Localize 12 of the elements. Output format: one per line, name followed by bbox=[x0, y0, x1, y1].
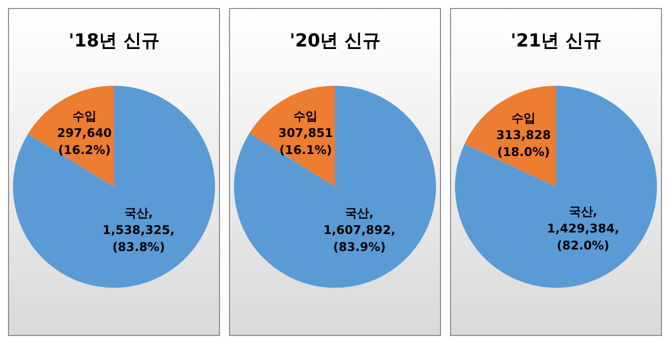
slice-label: 국산, 1,538,325, (83.8%) bbox=[102, 206, 175, 254]
data-label: 313,828 (18.0%) bbox=[496, 128, 551, 159]
slice-label: 국산, 1,607,892, (83.9%) bbox=[323, 206, 396, 254]
chart-title: '21년 신규 bbox=[510, 30, 602, 52]
slice-label: 수입 bbox=[294, 108, 318, 123]
data-label: 297,640 (16.2%) bbox=[57, 126, 112, 158]
slice-label: 수입 bbox=[72, 109, 96, 124]
chart-title: '20년 신규 bbox=[290, 30, 380, 52]
chart-title: '18년 신규 bbox=[68, 30, 160, 52]
data-label: 307,851 (16.1%) bbox=[278, 126, 334, 157]
slice-label: 국산, 1,429,384, (82.0%) bbox=[547, 204, 620, 253]
slice-label: 수입 bbox=[512, 110, 536, 125]
